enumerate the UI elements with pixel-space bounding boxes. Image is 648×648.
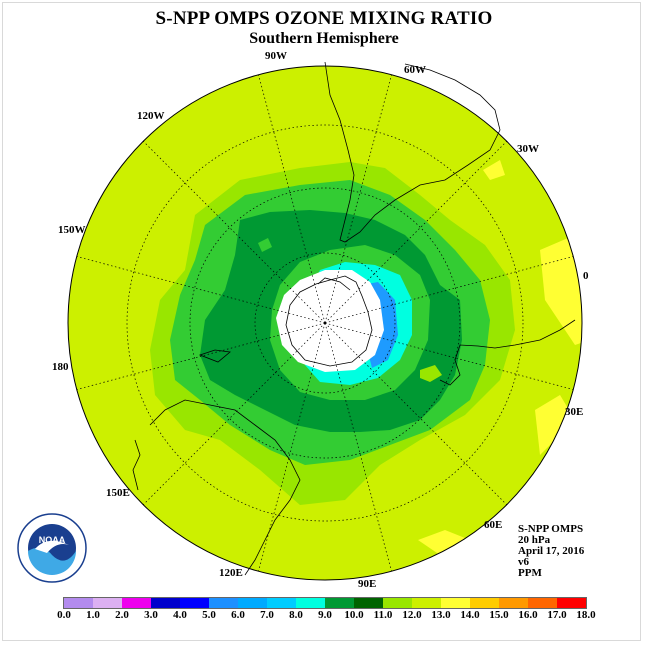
coastline-australia bbox=[149, 399, 301, 576]
lon-label-150e: 150E bbox=[106, 487, 130, 499]
color-scale-tick-label: 9.0 bbox=[318, 609, 332, 621]
field-high-south bbox=[418, 530, 470, 555]
color-scale-segment bbox=[267, 598, 296, 608]
info-version: v6 bbox=[518, 556, 529, 568]
meridian-line bbox=[324, 322, 574, 390]
color-scale-segment bbox=[470, 598, 499, 608]
latitude-circle-198 bbox=[126, 124, 524, 522]
field-island-b bbox=[420, 365, 442, 382]
color-scale-segment bbox=[296, 598, 325, 608]
figure-frame bbox=[2, 2, 641, 641]
coastline-new-zealand bbox=[198, 349, 231, 363]
color-scale-segment bbox=[557, 598, 586, 608]
color-scale-segment bbox=[209, 598, 238, 608]
lon-label-0: 0 bbox=[583, 270, 589, 282]
lon-label-90w: 90W bbox=[265, 50, 287, 62]
color-scale-tick-label: 13.0 bbox=[431, 609, 451, 621]
noaa-logo: NOAA bbox=[17, 513, 87, 583]
color-scale-tick-label: 15.0 bbox=[489, 609, 509, 621]
info-level: 20 hPa bbox=[518, 534, 551, 546]
lon-label-60e: 60E bbox=[484, 519, 502, 531]
color-scale-segment bbox=[64, 598, 93, 608]
color-scale-segment bbox=[499, 598, 528, 608]
longitude-labels: 90W 60W 120W 30W 150W 0 180 30E 150E 60E… bbox=[52, 50, 589, 590]
noaa-logo-text: NOAA bbox=[39, 535, 66, 545]
lon-label-60w: 60W bbox=[404, 64, 426, 76]
coastline-africa-tip bbox=[439, 319, 576, 386]
color-scale-tick-label: 2.0 bbox=[115, 609, 129, 621]
map-boundary bbox=[67, 65, 583, 581]
color-scale-tick-label: 10.0 bbox=[344, 609, 364, 621]
color-scale-tick-label: 8.0 bbox=[289, 609, 303, 621]
coastline-south-america bbox=[324, 61, 501, 243]
coastline-nz-west bbox=[132, 439, 141, 491]
meridian-line bbox=[143, 141, 326, 324]
color-scale-segment bbox=[122, 598, 151, 608]
color-scale-tick-label: 3.0 bbox=[144, 609, 158, 621]
map-subtitle: Southern Hemisphere bbox=[249, 30, 399, 47]
map-title: S-NPP OMPS OZONE MIXING RATIO bbox=[155, 8, 493, 29]
color-scale-tick-label: 6.0 bbox=[231, 609, 245, 621]
meridian-line bbox=[258, 74, 326, 324]
color-scale-segment bbox=[441, 598, 470, 608]
meridian-line bbox=[143, 322, 326, 505]
coastline-antarctica bbox=[285, 275, 373, 367]
color-scale-segment bbox=[238, 598, 267, 608]
color-scale-tick-label: 14.0 bbox=[460, 609, 480, 621]
color-scale-tick-label: 4.0 bbox=[173, 609, 187, 621]
info-instrument: S-NPP OMPS bbox=[518, 523, 584, 535]
meridian-line bbox=[324, 74, 392, 324]
color-scale-segment bbox=[412, 598, 441, 608]
field-high-southeast bbox=[535, 395, 575, 455]
info-block: S-NPP OMPS 20 hPa April 17, 2016 v6 PPM bbox=[518, 524, 584, 579]
meridian-line bbox=[324, 256, 574, 324]
color-scale-segment bbox=[528, 598, 557, 608]
color-scale-tick-label: 1.0 bbox=[86, 609, 100, 621]
color-scale-tick-label: 0.0 bbox=[57, 609, 71, 621]
south-pole-marker bbox=[323, 321, 327, 325]
coastlines bbox=[132, 61, 576, 576]
color-scale-tick-label: 16.0 bbox=[518, 609, 538, 621]
info-units: PPM bbox=[518, 567, 542, 579]
color-scale-segment bbox=[325, 598, 354, 608]
polar-night-missing bbox=[276, 270, 384, 372]
lon-label-30w: 30W bbox=[517, 143, 539, 155]
color-scale-ticks: 0.0 1.0 2.0 3.0 4.0 5.0 6.0 7.0 8.0 9.0 10.0 11.0 12… bbox=[0, 609, 648, 623]
lon-label-150w: 150W bbox=[58, 224, 86, 236]
color-scale-tick-label: 11.0 bbox=[373, 609, 393, 621]
meridian-line bbox=[324, 322, 392, 572]
meridian-line bbox=[258, 322, 326, 572]
color-scale-segment bbox=[354, 598, 383, 608]
latitude-circle-135 bbox=[189, 187, 461, 459]
lon-label-180: 180 bbox=[52, 361, 69, 373]
lon-label-120e: 120E bbox=[219, 567, 243, 579]
color-scale-tick-label: 5.0 bbox=[202, 609, 216, 621]
field-high-north bbox=[483, 160, 505, 180]
meridians bbox=[76, 74, 574, 572]
color-scale-tick-label: 18.0 bbox=[576, 609, 596, 621]
color-scale-tick-label: 7.0 bbox=[260, 609, 274, 621]
meridian-line bbox=[324, 141, 507, 324]
color-scale-tick-label: 12.0 bbox=[402, 609, 422, 621]
graticule bbox=[76, 74, 574, 572]
color-scale-bar bbox=[63, 597, 587, 609]
color-scale-segment bbox=[93, 598, 122, 608]
lon-label-90e: 90E bbox=[358, 578, 376, 590]
coastline-antarctic-peninsula-base bbox=[317, 277, 351, 291]
meridian-line bbox=[76, 256, 326, 324]
color-scale-segment bbox=[383, 598, 412, 608]
color-scale-segment bbox=[180, 598, 209, 608]
meridian-line bbox=[76, 322, 326, 390]
latitude-circle-70 bbox=[254, 252, 396, 394]
field-island-a bbox=[258, 238, 272, 252]
color-scale-segment bbox=[151, 598, 180, 608]
color-scale-tick-label: 17.0 bbox=[547, 609, 567, 621]
meridian-line bbox=[324, 322, 507, 505]
info-date: April 17, 2016 bbox=[518, 545, 585, 557]
ozone-field bbox=[68, 66, 582, 580]
lon-label-30e: 30E bbox=[565, 406, 583, 418]
lon-label-120w: 120W bbox=[137, 110, 165, 122]
